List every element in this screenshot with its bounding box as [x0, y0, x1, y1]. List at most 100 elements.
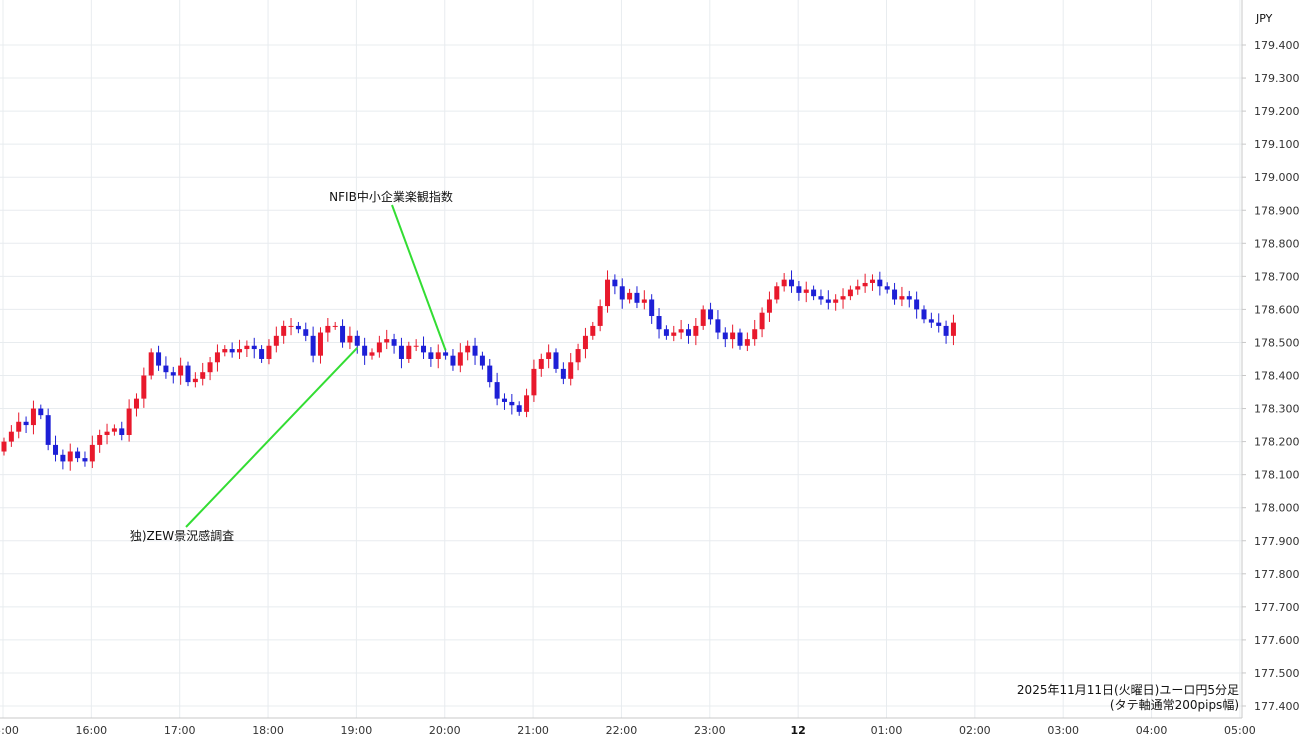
- candle-body-down: [479, 355, 485, 366]
- candle-body-down: [391, 339, 397, 346]
- candle-body-up: [700, 309, 706, 326]
- candle: [428, 347, 434, 367]
- candle-body-down: [685, 329, 691, 336]
- candle: [899, 286, 905, 307]
- candle: [340, 319, 346, 348]
- candle: [678, 319, 684, 340]
- candle: [332, 321, 338, 330]
- candle-body-down: [340, 325, 346, 343]
- candle-body-down: [928, 319, 934, 323]
- candle-body-up: [30, 408, 36, 426]
- x-tick-label: 15:00: [0, 724, 19, 737]
- candle: [759, 307, 765, 338]
- candle-body-up: [597, 306, 603, 326]
- candle: [281, 320, 287, 344]
- candle-body-up: [325, 325, 331, 333]
- candle: [501, 393, 507, 410]
- candle: [781, 273, 787, 292]
- candle-body-up: [744, 339, 750, 346]
- x-tick-label: 04:00: [1136, 724, 1168, 737]
- candle-body-down: [156, 352, 162, 366]
- candle: [906, 290, 912, 308]
- candle-body-down: [825, 299, 831, 303]
- x-tick-label: 02:00: [959, 724, 991, 737]
- candle: [531, 359, 537, 402]
- candle-body-up: [803, 289, 809, 293]
- candle: [295, 321, 301, 334]
- candle-body-down: [516, 405, 522, 412]
- candle-body-down: [398, 345, 404, 359]
- y-tick-label: 178.400: [1254, 370, 1300, 383]
- candle: [892, 282, 898, 305]
- y-tick-label: 178.900: [1254, 204, 1300, 217]
- candle: [943, 320, 949, 344]
- caption-line1: 2025年11月11日(火曜日)ユーロ円5分足: [1017, 683, 1239, 697]
- candle: [391, 333, 397, 354]
- y-tick-label: 177.800: [1254, 568, 1300, 581]
- candle-body-up: [244, 345, 250, 350]
- candle: [288, 317, 294, 336]
- candle: [700, 305, 706, 330]
- candle: [568, 353, 574, 386]
- candle: [325, 317, 331, 342]
- candle: [192, 372, 198, 388]
- candle: [656, 308, 662, 339]
- candle-body-down: [310, 335, 316, 356]
- candle: [524, 388, 530, 418]
- candle: [840, 288, 846, 309]
- candle: [774, 282, 780, 304]
- candle: [362, 337, 368, 365]
- candle-body-up: [317, 332, 323, 356]
- candle-body-down: [649, 299, 655, 317]
- candle: [553, 348, 559, 373]
- candle: [472, 337, 478, 365]
- candle-body-up: [833, 299, 839, 303]
- candle: [384, 329, 390, 350]
- candle: [465, 340, 471, 361]
- candle-body-up: [766, 299, 772, 313]
- candle-body-up: [582, 335, 588, 350]
- candle-body-up: [568, 362, 574, 379]
- candle: [914, 291, 920, 319]
- candle: [693, 317, 699, 346]
- y-tick-label: 179.400: [1254, 39, 1300, 52]
- candle: [23, 416, 29, 434]
- candle-body-down: [23, 421, 29, 426]
- candle: [60, 449, 66, 470]
- candle-body-up: [384, 339, 390, 343]
- candle-body-up: [781, 279, 787, 287]
- candle-body-up: [406, 345, 412, 359]
- candle-body-down: [428, 352, 434, 359]
- candle-body-up: [237, 349, 243, 353]
- candle-body-up: [266, 345, 272, 359]
- candle-body-up: [435, 352, 441, 359]
- candle-body-up: [178, 365, 184, 376]
- candle: [89, 435, 95, 469]
- candle-body-down: [811, 289, 817, 297]
- candle: [266, 339, 272, 365]
- candle-body-down: [472, 345, 478, 356]
- candle: [752, 319, 758, 346]
- candle-body-down: [421, 345, 427, 353]
- candle: [494, 372, 500, 406]
- candle: [833, 294, 839, 311]
- candle-body-up: [546, 352, 552, 359]
- candle: [685, 323, 691, 344]
- x-tick-label: 23:00: [694, 724, 726, 737]
- candle: [421, 336, 427, 359]
- y-tick-label: 177.900: [1254, 535, 1300, 548]
- candle: [847, 285, 853, 301]
- y-tick-label: 177.600: [1254, 634, 1300, 647]
- candle-body-down: [619, 286, 625, 300]
- candle-body-down: [906, 296, 912, 300]
- candle-body-up: [752, 329, 758, 340]
- y-tick-label: 179.000: [1254, 171, 1300, 184]
- candle-body-up: [627, 292, 633, 300]
- x-axis-ticks: 15:00 16:00 17:00 18:00 19:00 20:00 21:00 22:00…: [0, 724, 1256, 737]
- candle: [398, 337, 404, 369]
- candle-body-down: [75, 451, 81, 459]
- x-tick-label: 01:00: [871, 724, 903, 737]
